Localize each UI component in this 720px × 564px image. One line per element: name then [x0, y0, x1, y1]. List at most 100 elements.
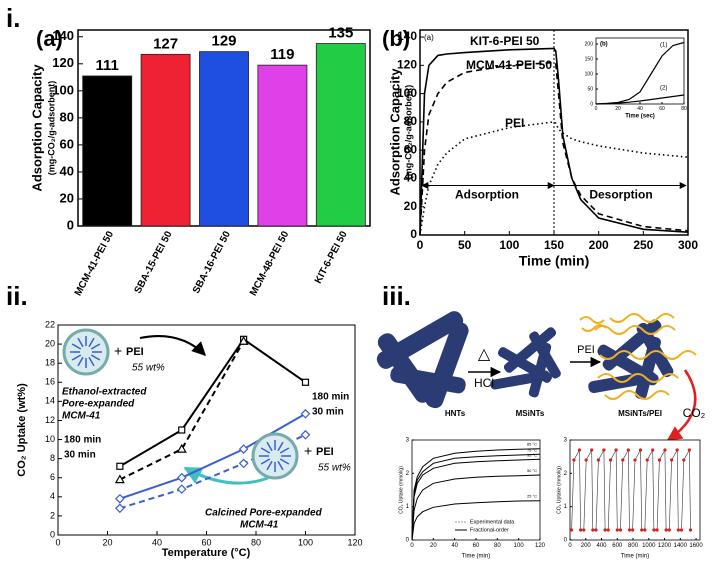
x-tick-label: 200 [581, 543, 592, 549]
y-tick-label: 140 [397, 29, 417, 43]
y-tick-label: 12 [45, 415, 55, 425]
x-tick-label: 0 [417, 238, 424, 252]
series-line [411, 474, 541, 541]
marker [300, 408, 311, 419]
y-tick-label: 2 [50, 510, 55, 520]
marker [238, 444, 249, 454]
phase-label: Adsorption [455, 188, 519, 202]
x-tick-label: 1400 [674, 543, 688, 549]
marker [652, 528, 656, 532]
micelle-chain [90, 343, 101, 350]
annotation: Calcined Pore-expanded [205, 508, 323, 519]
y-tick-label: 200 [585, 41, 594, 47]
x-tick-label: 20 [102, 537, 112, 547]
y-tick-label: 4 [50, 491, 55, 501]
y-tick-label: 3 [564, 438, 568, 444]
y-tick-label: 120 [52, 55, 74, 70]
marker [682, 458, 686, 462]
x-tick-label: 200 [589, 238, 609, 252]
marker [176, 472, 187, 483]
y-axis-label: CO₂ Uptake (mmol/g) [556, 466, 562, 514]
marker [590, 448, 594, 452]
micelle-chain [266, 460, 273, 471]
series-line [411, 453, 541, 541]
x-tick-label: 120 [535, 543, 546, 549]
y-tick-label: 14 [45, 396, 55, 406]
x-tick-label: 1000 [642, 543, 656, 549]
x-tick-label: SBA-15-PEI 50 [133, 229, 175, 295]
y-tick-label: 100 [52, 82, 74, 97]
micelle-chain [260, 447, 271, 454]
micelle-chain [77, 356, 84, 367]
y-tick-label: 40 [404, 171, 418, 185]
series-line [411, 500, 541, 541]
legend-label: 30 min [64, 450, 96, 461]
marker [300, 429, 311, 440]
series-line [119, 340, 245, 481]
y-tick-label: 2 [564, 471, 568, 477]
panel-label: ii. [6, 281, 28, 311]
x-tick-label: KIT-6-PEI 50 [313, 229, 350, 286]
value-label: 127 [153, 35, 178, 52]
marker [176, 484, 187, 495]
series-line [419, 47, 689, 236]
x-tick-label: 600 [612, 543, 623, 549]
series-label: 85 °C [527, 442, 537, 447]
annotation: + [114, 343, 122, 359]
arrow [139, 335, 206, 356]
annotation: MCM-41 [240, 520, 279, 531]
y-tick-label: 1 [564, 504, 568, 510]
x-tick-label: MCM-48-PEI 50 [248, 229, 292, 298]
x-axis-label: Temperature (°C) [162, 547, 251, 559]
marker [655, 528, 659, 532]
marker [657, 458, 662, 462]
bar [140, 53, 191, 227]
marker [602, 448, 606, 452]
marker [614, 448, 618, 452]
x-tick-label: 80 [494, 543, 501, 549]
micelle-chain [88, 356, 95, 367]
marker [640, 528, 644, 532]
x-tick-label: 0 [568, 543, 572, 549]
hnts-rods [376, 311, 469, 409]
series-line [119, 337, 307, 468]
y-tick-label: 20 [45, 338, 55, 348]
y-axis-label: CO₂ Uptake (wt%) [16, 383, 28, 477]
y-tick-label: 140 [52, 28, 74, 43]
marker [606, 528, 610, 532]
y-axis-label: CO₂ Uptake (mmol/g) [398, 466, 404, 514]
x-tick-label: 40 [451, 543, 458, 549]
series-label: 95 °C [527, 452, 537, 457]
inner-label: (a) [424, 33, 434, 42]
series-line [595, 94, 685, 105]
panel-label: iii. [382, 281, 411, 311]
marker [584, 458, 588, 462]
value-label: 135 [328, 24, 353, 41]
y-tick-label: 0 [67, 217, 74, 232]
y-tick-label: 40 [60, 163, 74, 178]
marker [114, 474, 125, 484]
y-tick-label: 18 [45, 358, 55, 368]
x-tick-label: 60 [201, 537, 211, 547]
y-tick-label: 16 [45, 377, 55, 387]
value-label: 119 [270, 46, 294, 63]
legend-label: 30 min [312, 407, 344, 418]
marker [301, 378, 310, 386]
micelle-chain [90, 354, 101, 361]
marker [664, 528, 668, 532]
y-tick-label: 2 [406, 471, 410, 477]
marker [238, 336, 249, 345]
marker [631, 528, 635, 532]
micelle-chain [266, 441, 273, 452]
marker [663, 448, 667, 452]
chart-title: (a) [36, 26, 63, 51]
x-tick-label: 80 [251, 537, 261, 547]
y-tick-label: 1 [406, 504, 410, 510]
annotation: PEI [316, 446, 334, 458]
y-tick-label: 0 [406, 538, 410, 544]
marker [670, 458, 674, 462]
marker [572, 458, 576, 462]
x-axis-label: Time (sec) [625, 114, 655, 120]
marker [569, 528, 574, 532]
x-tick-label: 1200 [658, 543, 672, 549]
